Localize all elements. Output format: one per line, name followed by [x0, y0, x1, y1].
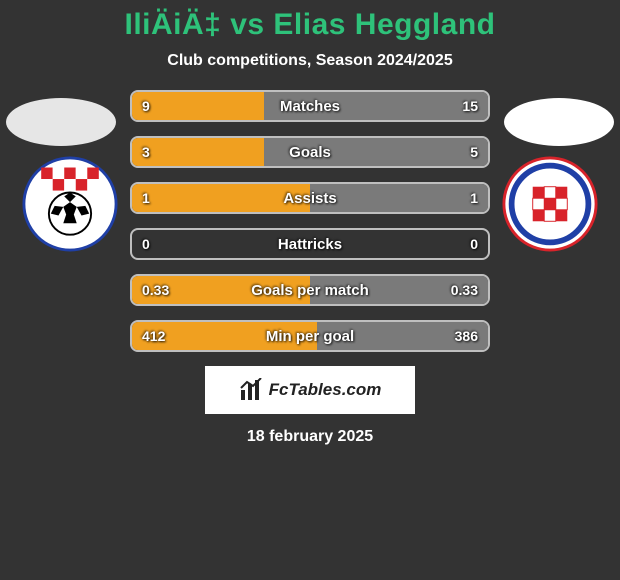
stat-left-fill: [132, 322, 317, 350]
stat-right-fill: [264, 92, 488, 120]
page-title: IliÄiÄ‡ vs Elias Heggland: [0, 0, 620, 42]
right-team-platform: [504, 98, 614, 146]
stat-right-fill: [310, 184, 488, 212]
stat-right-value: 0: [460, 230, 488, 258]
stat-bars-container: 915Matches 35Goals 11Assists 0 0Hattricks 0.3…: [130, 90, 490, 352]
date-label: 18 february 2025: [0, 428, 620, 446]
stat-right-fill: [310, 276, 488, 304]
right-team-crest-icon: [502, 156, 598, 252]
left-team-platform: [6, 98, 116, 146]
subtitle: Club competitions, Season 2024/2025: [0, 52, 620, 70]
stat-row: 412386Min per goal: [130, 320, 490, 352]
left-team-crest-icon: [22, 156, 118, 252]
stat-row: 0.330.33Goals per match: [130, 274, 490, 306]
stat-row: 0 0Hattricks: [130, 228, 490, 260]
stat-right-fill: [317, 322, 488, 350]
branding-text: FcTables.com: [269, 380, 382, 400]
branding-badge: FcTables.com: [205, 366, 415, 414]
stat-row: 915Matches: [130, 90, 490, 122]
stat-left-fill: [132, 92, 264, 120]
stat-row: 35Goals: [130, 136, 490, 168]
stat-left-fill: [132, 184, 310, 212]
chart-icon: [239, 378, 263, 402]
stat-label: Hattricks: [132, 230, 488, 258]
stat-row: 11Assists: [130, 182, 490, 214]
stat-left-fill: [132, 138, 264, 166]
stat-left-value: 0: [132, 230, 160, 258]
comparison-panel: 915Matches 35Goals 11Assists 0 0Hattricks 0.3…: [0, 90, 620, 446]
stat-left-fill: [132, 276, 310, 304]
stat-right-fill: [264, 138, 488, 166]
